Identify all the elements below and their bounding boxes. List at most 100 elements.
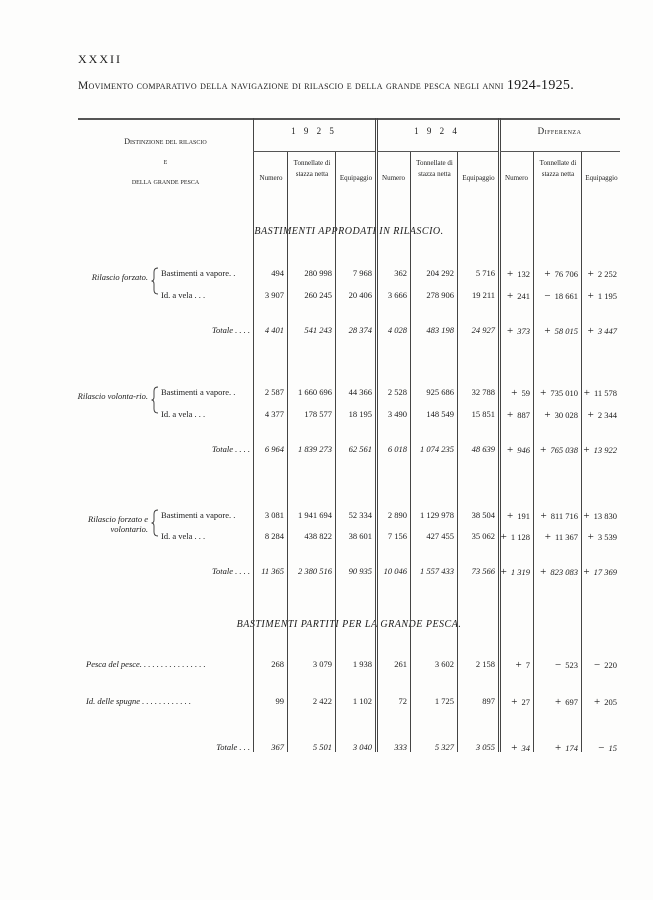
group-label: Rilascio forzato. <box>91 272 148 282</box>
table-row: Id. delle spugne . . . . . . . . . . . .… <box>0 696 653 710</box>
page-title: Movimento comparativo della navigazione … <box>78 78 574 94</box>
group-1925: 1 9 2 5 <box>291 126 337 136</box>
cell-difference-equipaggio: −15 <box>598 742 617 754</box>
column-header-equipaggio: Equipaggio <box>339 174 373 182</box>
cell-difference-equipaggio: +13 830 <box>583 510 617 522</box>
cell-equipaggio: 32 788 <box>471 387 495 397</box>
table-row: Id. a vela . . . 4 377 178 577 18 195 3 490 1… <box>0 409 653 423</box>
row-label: Id. a vela . . . <box>161 409 206 419</box>
brace-icon <box>151 386 159 414</box>
row-label: Id. a vela . . . <box>161 290 206 300</box>
cell-difference-numero: +1 319 <box>500 566 530 578</box>
cell-tonnellate: 178 577 <box>304 409 332 419</box>
cell-numero: 2 528 <box>387 387 407 397</box>
table-row: Id. a vela . . . 3 907 260 245 20 406 3 666 2… <box>0 290 653 304</box>
cell-numero: 261 <box>394 659 407 669</box>
cell-difference-equipaggio: +2 252 <box>587 268 617 280</box>
cell-difference-equipaggio: +1 195 <box>587 290 617 302</box>
cell-tonnellate: 1 725 <box>434 696 454 706</box>
group-underline <box>253 151 375 152</box>
cell-numero: 367 <box>271 742 284 752</box>
table-row: Bastimenti a vapore. . 3 081 1 941 694 52 3… <box>0 510 653 524</box>
cell-tonnellate: 148 549 <box>426 409 454 419</box>
cell-numero: 4 377 <box>264 409 284 419</box>
section-title-pesca: BASTIMENTI PARTITI PER LA GRANDE PESCA. <box>236 619 462 630</box>
cell-equipaggio: 38 504 <box>471 510 495 520</box>
cell-numero: 11 365 <box>261 566 284 576</box>
cell-numero: 333 <box>394 742 407 752</box>
group-differenza: Differenza <box>537 126 582 136</box>
row-label: Id. a vela . . . <box>161 531 206 541</box>
cell-equipaggio: 18 195 <box>348 409 372 419</box>
cell-equipaggio: 38 601 <box>348 531 372 541</box>
header-distinction-2: e <box>163 157 168 166</box>
cell-tonnellate: 1 839 273 <box>298 444 332 454</box>
cell-tonnellate: 5 501 <box>312 742 332 752</box>
cell-numero: 3 081 <box>264 510 284 520</box>
cell-difference-numero: +946 <box>507 444 530 456</box>
cell-numero: 268 <box>271 659 284 669</box>
cell-equipaggio: 48 639 <box>471 444 495 454</box>
table-row: Bastimenti a vapore. . 2 587 1 660 696 44 3… <box>0 387 653 401</box>
cell-difference-tonnellate: +735 010 <box>540 387 578 399</box>
cell-difference-equipaggio: +205 <box>594 696 617 708</box>
group-label: Rilascio volonta-rio. <box>77 391 148 401</box>
cell-equipaggio: 62 561 <box>348 444 372 454</box>
cell-difference-tonnellate: −523 <box>555 659 578 671</box>
cell-equipaggio: 73 566 <box>471 566 495 576</box>
column-divider <box>457 152 458 752</box>
cell-numero: 6 018 <box>387 444 407 454</box>
cell-tonnellate: 1 941 694 <box>298 510 332 520</box>
cell-tonnellate: 2 380 516 <box>298 566 332 576</box>
cell-equipaggio: 28 374 <box>348 325 372 335</box>
cell-numero: 2 587 <box>264 387 284 397</box>
section-title-rilascio: BASTIMENTI APPRODATI IN RILASCIO. <box>254 226 444 237</box>
cell-difference-tonnellate: +11 367 <box>544 531 578 543</box>
cell-equipaggio: 2 158 <box>475 659 495 669</box>
row-label: Bastimenti a vapore. . <box>161 510 236 520</box>
cell-numero: 3 666 <box>387 290 407 300</box>
cell-tonnellate: 483 198 <box>426 325 454 335</box>
cell-tonnellate: 1 660 696 <box>298 387 332 397</box>
column-divider <box>581 152 582 752</box>
cell-equipaggio: 3 055 <box>475 742 495 752</box>
page-number: XXXII <box>78 52 122 66</box>
cell-tonnellate: 1 074 235 <box>420 444 454 454</box>
cell-tonnellate: 541 243 <box>304 325 332 335</box>
group-underline <box>377 151 498 152</box>
column-divider <box>533 152 534 752</box>
cell-equipaggio: 52 334 <box>348 510 372 520</box>
cell-difference-numero: +59 <box>511 387 530 399</box>
cell-difference-tonnellate: −18 661 <box>544 290 578 302</box>
column-header-numero: Numero <box>259 174 283 182</box>
row-label: Totale . . . . <box>212 325 250 335</box>
cell-equipaggio: 7 968 <box>352 268 372 278</box>
table-row: Pesca del pesce. . . . . . . . . . . . .… <box>0 659 653 673</box>
cell-numero: 3 490 <box>387 409 407 419</box>
cell-numero: 3 907 <box>264 290 284 300</box>
cell-difference-tonnellate: +174 <box>555 742 578 754</box>
brace-icon <box>151 509 159 537</box>
column-header-tonnellate: Tonnellate di stazza netta <box>539 159 577 178</box>
cell-tonnellate: 1 557 433 <box>420 566 454 576</box>
cell-numero: 362 <box>394 268 407 278</box>
cell-difference-numero: +191 <box>507 510 530 522</box>
cell-difference-numero: +27 <box>511 696 530 708</box>
cell-equipaggio: 35 062 <box>471 531 495 541</box>
header-distinction-3: della grande pesca <box>131 177 200 186</box>
column-header-numero: Numero <box>505 174 528 182</box>
row-label: Id. delle spugne . . . . . . . . . . . . <box>86 696 192 706</box>
column-divider <box>375 118 376 752</box>
cell-difference-tonnellate: +30 028 <box>544 409 578 421</box>
cell-difference-tonnellate: +76 706 <box>544 268 578 280</box>
cell-equipaggio: 5 716 <box>475 268 495 278</box>
column-divider <box>335 152 336 752</box>
cell-numero: 494 <box>271 268 284 278</box>
cell-difference-equipaggio: +3 539 <box>587 531 617 543</box>
brace-icon <box>151 267 159 295</box>
cell-tonnellate: 427 455 <box>426 531 454 541</box>
column-divider <box>287 152 288 752</box>
table-row: Id. a vela . . . 8 284 438 822 38 601 7 156 4… <box>0 531 653 545</box>
cell-difference-numero: +373 <box>507 325 530 337</box>
